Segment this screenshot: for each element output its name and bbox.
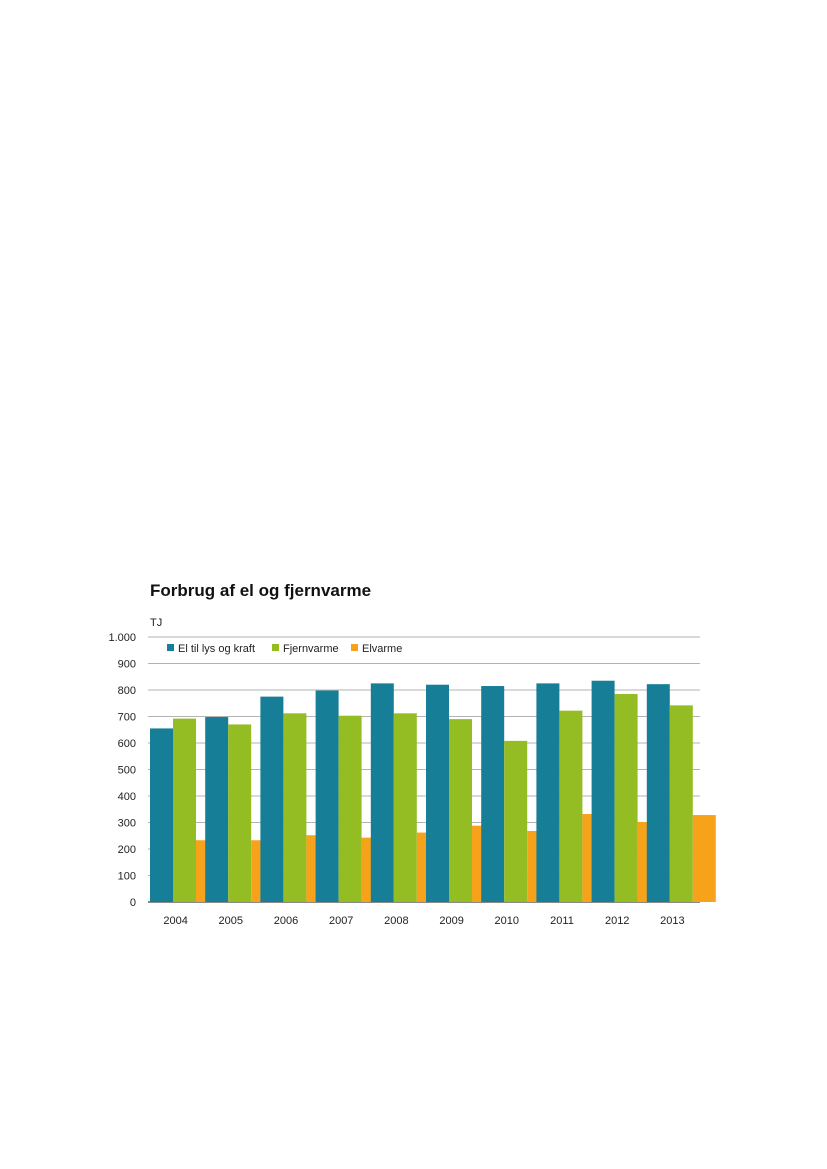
y-axis-unit-label: TJ bbox=[150, 617, 162, 629]
bar-2013-2 bbox=[692, 815, 716, 902]
bar-2005-0 bbox=[205, 717, 229, 902]
legend-swatch bbox=[272, 644, 279, 651]
bar-2007-1 bbox=[338, 715, 362, 902]
bar-2007-0 bbox=[315, 690, 339, 902]
y-tick-label: 600 bbox=[118, 738, 136, 750]
y-tick-label: 100 bbox=[118, 871, 136, 883]
y-tick-label: 500 bbox=[118, 765, 136, 777]
bar-2012-0 bbox=[591, 680, 615, 902]
x-tick-label: 2005 bbox=[219, 915, 243, 927]
legend: El til lys og kraft Fjernvarme Elvarme bbox=[167, 643, 402, 655]
bars bbox=[150, 680, 716, 902]
tick-labels: 0 100 200 300 400 500 600 700 800 900 1.000 2004 200… bbox=[108, 632, 684, 927]
y-tick-label: 700 bbox=[118, 712, 136, 724]
bar-2008-1 bbox=[393, 713, 417, 902]
x-tick-label: 2011 bbox=[550, 915, 574, 927]
bar-2013-1 bbox=[669, 705, 693, 902]
y-tick-label: 900 bbox=[118, 659, 136, 671]
legend-swatch bbox=[351, 644, 358, 651]
bar-2009-0 bbox=[426, 684, 449, 902]
x-tick-label: 2009 bbox=[439, 915, 463, 927]
chart-title: Forbrug af el og fjernvarme bbox=[150, 581, 372, 600]
y-tick-label: 400 bbox=[118, 791, 136, 803]
bar-2006-0 bbox=[260, 696, 284, 902]
x-tick-label: 2004 bbox=[163, 915, 187, 927]
legend-label: Fjernvarme bbox=[283, 643, 339, 655]
bar-2011-0 bbox=[536, 683, 560, 902]
x-tick-label: 2013 bbox=[660, 915, 684, 927]
x-tick-label: 2010 bbox=[495, 915, 519, 927]
legend-label: El til lys og kraft bbox=[178, 643, 255, 655]
y-tick-label: 800 bbox=[118, 685, 136, 697]
y-tick-label: 200 bbox=[118, 844, 136, 856]
y-tick-label: 0 bbox=[130, 897, 136, 909]
bar-2005-1 bbox=[228, 724, 252, 902]
x-tick-label: 2007 bbox=[329, 915, 353, 927]
legend-label: Elvarme bbox=[362, 643, 402, 655]
bar-2011-1 bbox=[559, 710, 583, 902]
bar-2006-1 bbox=[283, 713, 307, 902]
bar-2004-0 bbox=[150, 728, 173, 902]
y-tick-label: 1.000 bbox=[108, 632, 136, 644]
bar-2004-1 bbox=[173, 718, 196, 902]
y-tick-label: 300 bbox=[118, 818, 136, 830]
bar-2010-1 bbox=[504, 740, 528, 902]
legend-swatch bbox=[167, 644, 174, 651]
x-tick-label: 2012 bbox=[605, 915, 629, 927]
x-tick-label: 2006 bbox=[274, 915, 298, 927]
x-tick-label: 2008 bbox=[384, 915, 408, 927]
bar-2012-1 bbox=[614, 693, 638, 902]
bar-2008-0 bbox=[370, 683, 394, 902]
bar-2013-0 bbox=[646, 684, 670, 902]
bar-2010-0 bbox=[481, 686, 505, 902]
bar-2009-1 bbox=[449, 719, 472, 902]
